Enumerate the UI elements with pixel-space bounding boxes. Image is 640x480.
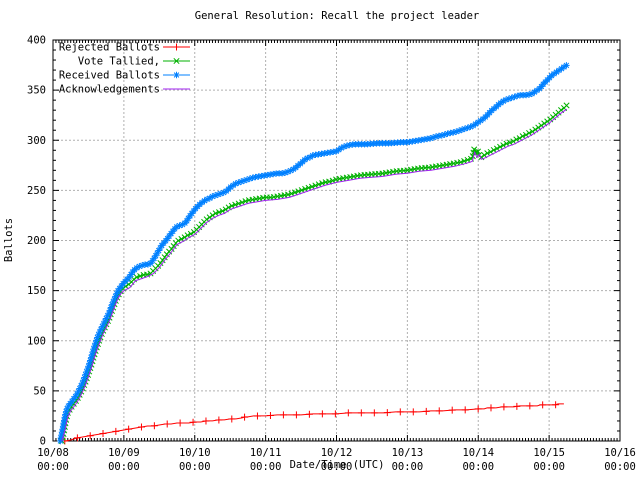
y-tick-label: 150 [27,285,46,297]
x-tick-label-date: 10/08 [37,447,69,459]
x-tick-label-date: 10/09 [108,447,140,459]
x-tick-label-date: 10/15 [533,447,565,459]
plot-frame [52,39,621,442]
y-tick-label: 400 [27,35,46,47]
legend-label-vote-tallied: Vote Tallied, [78,56,160,68]
legend-label-received-ballots: Received Ballots [59,70,160,82]
legend-sample-rejected-ballots [163,43,190,51]
legend-sample-received-ballots [163,71,190,79]
x-tick-label-date: 10/12 [321,447,353,459]
x-tick-label-time: 00:00 [604,461,636,473]
legend-sample-vote-tallied [163,57,190,65]
series-acknowledgements [61,108,568,442]
y-tick-label: 200 [27,235,46,247]
y-tick-label: 300 [27,135,46,147]
x-tick-label-time: 00:00 [462,461,494,473]
x-tick-label-date: 10/13 [392,447,424,459]
x-tick-label-time: 00:00 [392,461,424,473]
y-tick-label: 50 [33,385,46,397]
x-tick-label-time: 00:00 [108,461,140,473]
x-tick-label-time: 00:00 [179,461,211,473]
legend: Rejected Ballots Vote Tallied, Received Ba… [59,42,190,96]
x-tick-label-time: 00:00 [533,461,565,473]
legend-label-acknowledgements: Acknowledgements [59,84,160,96]
x-tick-label-date: 10/11 [250,447,282,459]
series-received-ballots [57,62,570,445]
x-tick-label-date: 10/16 [604,447,636,459]
x-tick-label-time: 00:00 [321,461,353,473]
y-tick-label: 250 [27,185,46,197]
y-tick-label: 0 [40,436,46,448]
x-axis-label: Date/Time (UTC) [289,459,385,471]
y-axis-label: Ballots [3,217,15,263]
x-tick-label-time: 00:00 [250,461,282,473]
series-rejected-ballots [61,401,564,445]
y-tick-label: 100 [27,335,46,347]
legend-label-rejected-ballots: Rejected Ballots [59,42,160,54]
y-tick-label: 350 [27,85,46,97]
x-tick-label-date: 10/10 [179,447,211,459]
x-tick-label-time: 00:00 [37,461,69,473]
x-tick-label-date: 10/14 [462,447,494,459]
chart-title: General Resolution: Recall the project l… [194,10,480,22]
